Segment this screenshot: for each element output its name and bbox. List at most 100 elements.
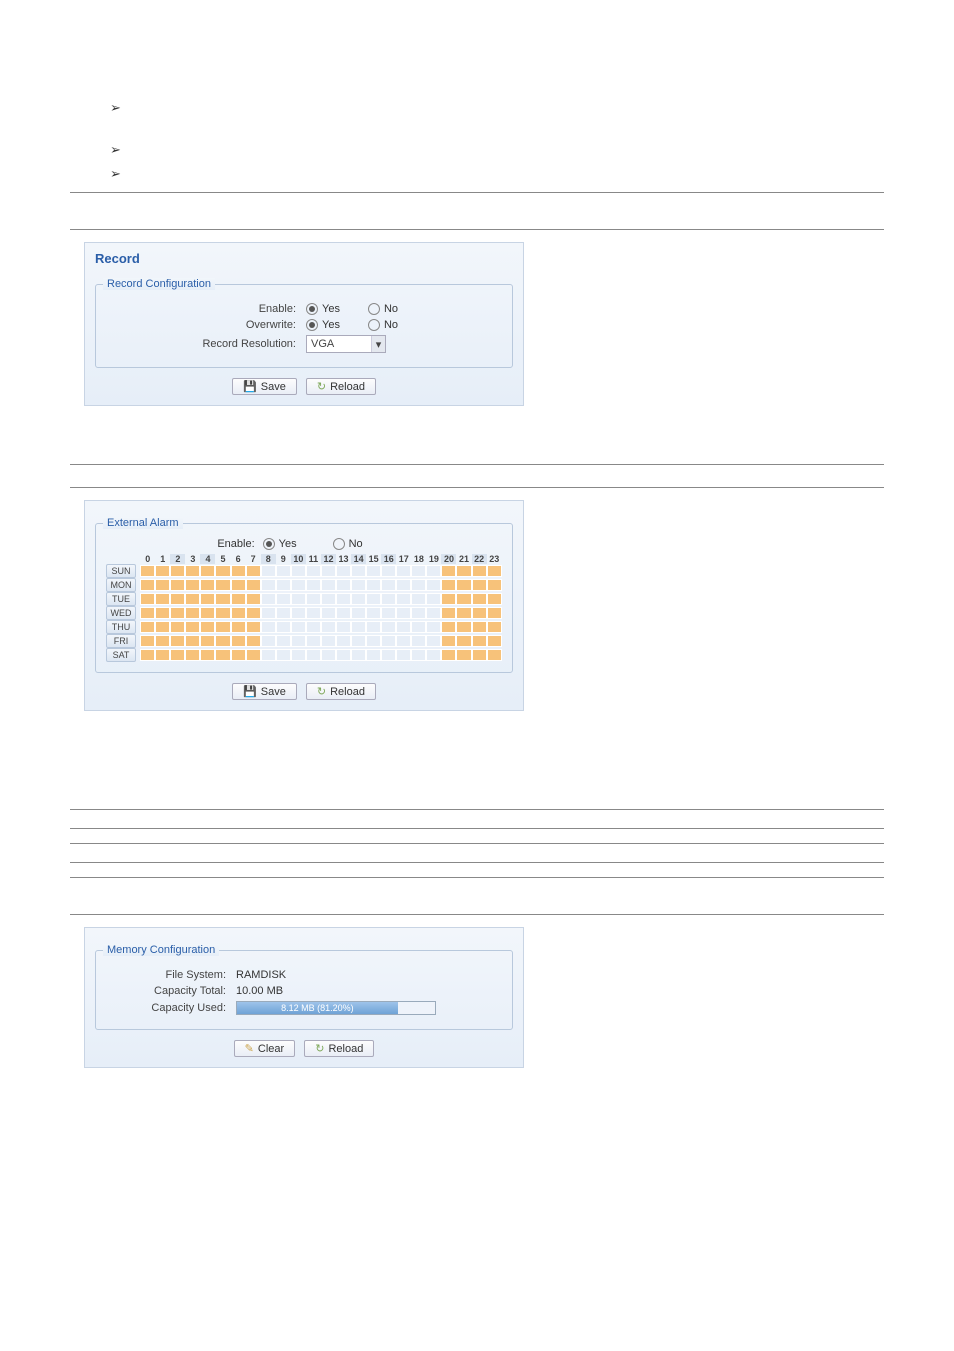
- schedule-cell[interactable]: [366, 565, 381, 577]
- schedule-cell[interactable]: [396, 593, 411, 605]
- schedule-cell[interactable]: [200, 579, 215, 591]
- enable-no-option[interactable]: No: [368, 303, 398, 315]
- schedule-cell[interactable]: [140, 621, 155, 633]
- schedule-cell[interactable]: [170, 649, 185, 661]
- schedule-cell[interactable]: [155, 635, 170, 647]
- schedule-cell[interactable]: [396, 579, 411, 591]
- schedule-cell[interactable]: [381, 607, 396, 619]
- schedule-cell[interactable]: [155, 649, 170, 661]
- schedule-cell[interactable]: [231, 621, 246, 633]
- schedule-cell[interactable]: [441, 649, 456, 661]
- schedule-cell[interactable]: [261, 607, 276, 619]
- schedule-cell[interactable]: [276, 621, 291, 633]
- schedule-cell[interactable]: [261, 579, 276, 591]
- schedule-cell[interactable]: [246, 621, 261, 633]
- schedule-cell[interactable]: [336, 565, 351, 577]
- schedule-cell[interactable]: [426, 649, 441, 661]
- schedule-cell[interactable]: [215, 621, 230, 633]
- schedule-cell[interactable]: [321, 649, 336, 661]
- schedule-cell[interactable]: [441, 621, 456, 633]
- schedule-cell[interactable]: [200, 593, 215, 605]
- resolution-dropdown[interactable]: VGA ▾: [306, 335, 386, 353]
- schedule-cell[interactable]: [306, 621, 321, 633]
- schedule-cell[interactable]: [215, 593, 230, 605]
- schedule-cell[interactable]: [472, 607, 487, 619]
- schedule-cell[interactable]: [411, 607, 426, 619]
- schedule-cell[interactable]: [472, 565, 487, 577]
- schedule-cell[interactable]: [487, 593, 502, 605]
- schedule-cell[interactable]: [441, 607, 456, 619]
- schedule-cell[interactable]: [472, 593, 487, 605]
- schedule-cell[interactable]: [381, 635, 396, 647]
- schedule-cell[interactable]: [366, 621, 381, 633]
- schedule-cell[interactable]: [336, 649, 351, 661]
- schedule-cell[interactable]: [381, 649, 396, 661]
- schedule-cell[interactable]: [321, 607, 336, 619]
- schedule-cell[interactable]: [155, 579, 170, 591]
- schedule-cell[interactable]: [441, 565, 456, 577]
- schedule-cell[interactable]: [411, 565, 426, 577]
- reload-button[interactable]: ↻Reload: [306, 378, 376, 395]
- schedule-cell[interactable]: [200, 649, 215, 661]
- schedule-cell[interactable]: [261, 621, 276, 633]
- schedule-cell[interactable]: [215, 579, 230, 591]
- schedule-cell[interactable]: [351, 565, 366, 577]
- schedule-cell[interactable]: [215, 649, 230, 661]
- schedule-cell[interactable]: [411, 593, 426, 605]
- schedule-cell[interactable]: [291, 579, 306, 591]
- schedule-cell[interactable]: [231, 593, 246, 605]
- schedule-cell[interactable]: [426, 607, 441, 619]
- day-button[interactable]: SUN: [106, 564, 136, 578]
- day-button[interactable]: FRI: [106, 634, 136, 648]
- schedule-cell[interactable]: [456, 635, 471, 647]
- schedule-cell[interactable]: [426, 635, 441, 647]
- reload-button[interactable]: ↻Reload: [306, 683, 376, 700]
- day-button[interactable]: SAT: [106, 648, 136, 662]
- schedule-cell[interactable]: [261, 565, 276, 577]
- schedule-cell[interactable]: [472, 621, 487, 633]
- schedule-cell[interactable]: [231, 607, 246, 619]
- schedule-cell[interactable]: [441, 593, 456, 605]
- schedule-cell[interactable]: [276, 565, 291, 577]
- schedule-cell[interactable]: [487, 621, 502, 633]
- schedule-cell[interactable]: [306, 579, 321, 591]
- schedule-cell[interactable]: [276, 649, 291, 661]
- schedule-cell[interactable]: [231, 635, 246, 647]
- schedule-cell[interactable]: [472, 579, 487, 591]
- schedule-cell[interactable]: [185, 565, 200, 577]
- schedule-cell[interactable]: [396, 607, 411, 619]
- schedule-cell[interactable]: [321, 579, 336, 591]
- schedule-cell[interactable]: [185, 593, 200, 605]
- schedule-cell[interactable]: [200, 621, 215, 633]
- schedule-cell[interactable]: [411, 635, 426, 647]
- schedule-cell[interactable]: [170, 607, 185, 619]
- schedule-cell[interactable]: [200, 565, 215, 577]
- schedule-cell[interactable]: [487, 607, 502, 619]
- clear-button[interactable]: ✎Clear: [234, 1040, 296, 1057]
- schedule-cell[interactable]: [246, 565, 261, 577]
- schedule-cell[interactable]: [487, 635, 502, 647]
- schedule-cell[interactable]: [231, 579, 246, 591]
- schedule-cell[interactable]: [185, 579, 200, 591]
- schedule-cell[interactable]: [456, 593, 471, 605]
- overwrite-no-option[interactable]: No: [368, 319, 398, 331]
- schedule-cell[interactable]: [366, 607, 381, 619]
- schedule-cell[interactable]: [170, 621, 185, 633]
- schedule-cell[interactable]: [155, 607, 170, 619]
- schedule-cell[interactable]: [231, 565, 246, 577]
- schedule-cell[interactable]: [456, 565, 471, 577]
- schedule-cell[interactable]: [336, 607, 351, 619]
- schedule-cell[interactable]: [170, 635, 185, 647]
- schedule-cell[interactable]: [456, 579, 471, 591]
- schedule-cell[interactable]: [306, 635, 321, 647]
- schedule-cell[interactable]: [396, 621, 411, 633]
- schedule-cell[interactable]: [336, 593, 351, 605]
- schedule-cell[interactable]: [426, 621, 441, 633]
- schedule-cell[interactable]: [456, 621, 471, 633]
- schedule-cell[interactable]: [441, 579, 456, 591]
- schedule-cell[interactable]: [200, 607, 215, 619]
- schedule-cell[interactable]: [351, 607, 366, 619]
- schedule-cell[interactable]: [291, 621, 306, 633]
- schedule-cell[interactable]: [426, 593, 441, 605]
- schedule-cell[interactable]: [185, 635, 200, 647]
